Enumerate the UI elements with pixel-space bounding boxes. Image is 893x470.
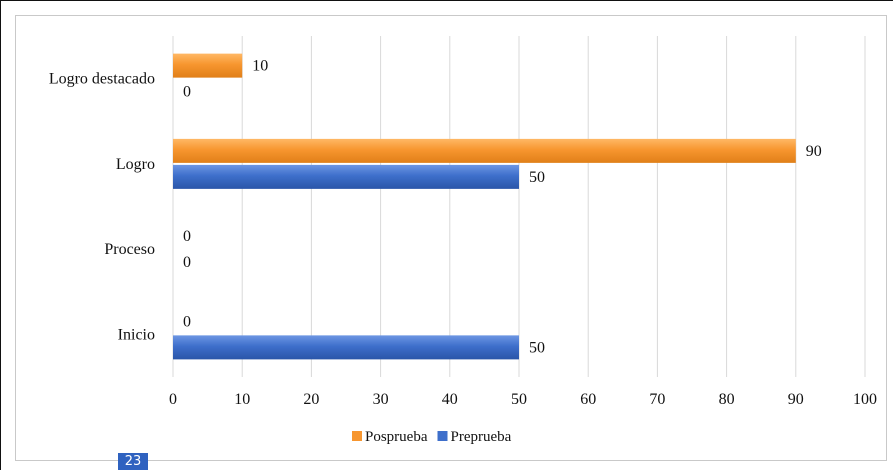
- x-tick-label: 30: [373, 391, 389, 408]
- bar-posprueba: [173, 53, 243, 78]
- bar-preprueba: [173, 164, 519, 189]
- legend-entry: Preprueba: [451, 429, 512, 445]
- bars: [173, 53, 796, 360]
- x-tick-label: 100: [853, 391, 877, 408]
- x-tick-label: 90: [788, 391, 804, 408]
- chart-area: [15, 15, 887, 461]
- legend: Posprueba Preprueba: [352, 429, 512, 445]
- legend-swatch-preprueba: [437, 431, 448, 441]
- legend-swatch-posprueba: [352, 431, 362, 441]
- category-label: Logro destacado: [49, 71, 155, 88]
- x-tick-label: 80: [719, 391, 735, 408]
- category-label: Logro: [116, 156, 155, 173]
- bar-preprueba: [173, 335, 519, 360]
- x-tick-label: 70: [649, 391, 665, 408]
- x-tick-label: 60: [580, 391, 596, 408]
- data-label: 0: [183, 254, 191, 271]
- page-number-badge: 23: [118, 453, 148, 470]
- category-label: Inicio: [118, 326, 155, 343]
- bar-posprueba: [173, 138, 796, 163]
- data-label: 0: [183, 84, 191, 101]
- data-label: 0: [183, 313, 191, 330]
- gridlines: [172, 36, 866, 377]
- data-label: 0: [183, 228, 191, 245]
- x-tick-label: 0: [169, 391, 177, 408]
- data-label: 50: [529, 339, 545, 356]
- x-tick-label: 40: [442, 391, 458, 408]
- legend-entry: Posprueba: [365, 429, 428, 445]
- data-label: 90: [806, 143, 822, 160]
- data-label: 50: [529, 169, 545, 186]
- x-tick-label: 10: [234, 391, 250, 408]
- category-label: Proceso: [104, 241, 155, 258]
- x-tick-label: 20: [303, 391, 319, 408]
- data-label: 10: [252, 58, 268, 75]
- x-tick-label: 50: [511, 391, 527, 408]
